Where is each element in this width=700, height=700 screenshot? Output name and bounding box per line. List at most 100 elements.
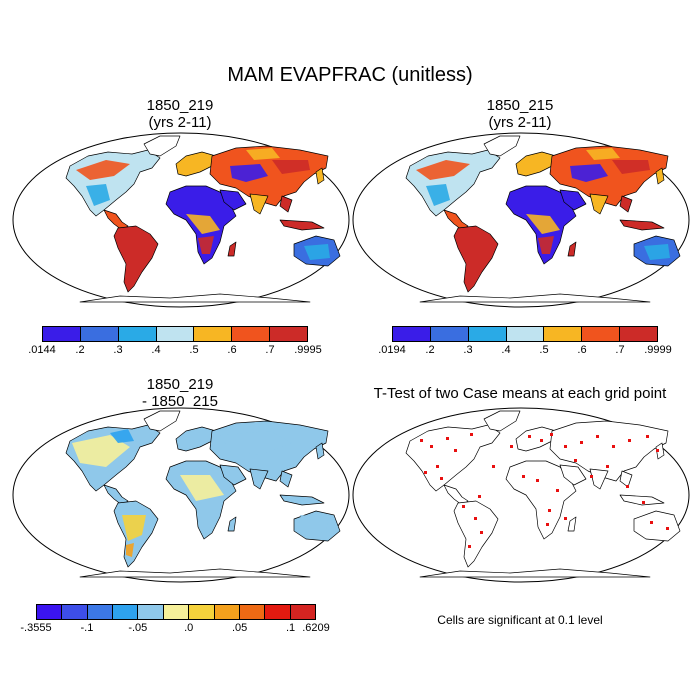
panel3-title: 1850_219 - 1850_215 xyxy=(80,376,280,410)
colorbar-label: .0194 xyxy=(378,344,406,356)
colorbar-label: .4 xyxy=(151,344,161,356)
colorbar-label: -.1 xyxy=(80,622,94,634)
significant-cell xyxy=(564,445,567,448)
colorbar-swatch xyxy=(118,327,157,341)
colorbar-swatch xyxy=(468,327,507,341)
field-patch xyxy=(612,160,650,174)
landmass-greenland xyxy=(483,135,521,157)
landmass-arabia xyxy=(219,464,247,486)
landmass-indonesia xyxy=(279,494,325,506)
landmass-antarctica xyxy=(79,568,311,578)
landmass-madagascar xyxy=(567,516,577,532)
significant-cell xyxy=(550,433,553,436)
landmass-indonesia xyxy=(279,219,325,231)
significant-cell xyxy=(462,505,465,508)
landmass-madagascar xyxy=(227,241,237,257)
figure-title: MAM EVAPFRAC (unitless) xyxy=(227,64,473,86)
colorbar-swatch xyxy=(163,605,190,619)
panel2-title-line2: (yrs 2-11) xyxy=(488,114,552,131)
colorbar-case1-bar xyxy=(42,326,308,342)
field-patch xyxy=(126,543,134,557)
colorbar-swatch xyxy=(87,605,114,619)
colorbar-swatch xyxy=(189,605,215,619)
field-patch xyxy=(586,148,620,160)
significant-cell xyxy=(470,433,473,436)
significant-cell xyxy=(528,435,531,438)
significant-cell xyxy=(446,437,449,440)
landmass-arabia xyxy=(559,189,587,211)
significant-cell xyxy=(596,435,599,438)
significant-cell xyxy=(548,509,551,512)
landmass-india xyxy=(589,468,609,490)
colorbar-label: .7 xyxy=(265,344,275,356)
landmass-india xyxy=(249,193,269,215)
colorbar-label: .3 xyxy=(113,344,123,356)
colorbar-label: .1 xyxy=(285,622,296,634)
significant-cell xyxy=(606,465,609,468)
colorbar-case1-labels: .0144 .2 .3 .4 .5 .6 .7 .9995 xyxy=(28,342,322,356)
landmass-antarctica xyxy=(419,568,651,578)
field-patch xyxy=(198,236,214,254)
landmass-india xyxy=(589,193,609,215)
significant-cell xyxy=(574,459,577,462)
panel2-title: 1850_215 (yrs 2-11) xyxy=(420,97,620,131)
panel1-title-line1: 1850_219 xyxy=(146,97,214,114)
colorbar-swatch xyxy=(430,327,469,341)
significant-cell xyxy=(436,465,439,468)
colorbar-swatch xyxy=(393,327,431,341)
significance-note: Cells are significant at 0.1 level xyxy=(437,613,603,627)
significant-cell xyxy=(546,523,549,526)
landmass-japan xyxy=(655,442,665,460)
colorbar-label: .2 xyxy=(75,344,85,356)
panel4-title: T-Test of two Case means at each grid po… xyxy=(340,385,700,402)
field-patch xyxy=(76,160,130,180)
landmass-asia xyxy=(549,420,669,482)
significant-cell xyxy=(424,471,427,474)
field-patch xyxy=(180,475,224,501)
landmass-japan xyxy=(315,167,325,185)
map-difference xyxy=(12,407,350,583)
colorbar-label: .2 xyxy=(425,344,435,356)
colorbar-label: .0 xyxy=(184,622,194,634)
landmass-indonesia xyxy=(619,219,665,231)
panel1-title-line2: (yrs 2-11) xyxy=(148,114,212,131)
field-patch xyxy=(86,184,110,206)
significant-cell xyxy=(440,477,443,480)
landmass-madagascar xyxy=(227,516,237,532)
landmass-india xyxy=(249,468,269,490)
panel3-title-line2: - 1850_215 xyxy=(142,393,218,410)
landmass-greenland xyxy=(483,410,521,432)
field-patch xyxy=(304,244,330,260)
landmass-arabia xyxy=(559,464,587,486)
colorbar-label: .3 xyxy=(463,344,473,356)
colorbar-swatch xyxy=(239,605,266,619)
colorbar-label: .7 xyxy=(615,344,625,356)
significant-cell xyxy=(454,449,457,452)
landmass-namerica xyxy=(405,424,501,492)
field-patch xyxy=(72,435,130,467)
landmass-japan xyxy=(655,167,665,185)
panel4-title-line1: T-Test of two Case means at each grid po… xyxy=(373,385,667,402)
colorbar-label: .6209 xyxy=(302,622,330,634)
colorbar-case2: .0194 .2 .3 .4 .5 .6 .7 .9999 xyxy=(378,326,672,356)
field-patch xyxy=(644,244,670,260)
significant-cell xyxy=(642,501,645,504)
colorbar-label: .6 xyxy=(227,344,237,356)
colorbar-label: .9995 xyxy=(294,344,322,356)
significant-cell xyxy=(430,445,433,448)
colorbar-label: .5 xyxy=(539,344,549,356)
colorbar-swatch xyxy=(270,327,308,341)
panel3-title-line1: 1850_219 xyxy=(146,376,214,393)
colorbar-swatch xyxy=(62,605,88,619)
field-patch xyxy=(416,160,470,180)
colorbar-swatch xyxy=(506,327,545,341)
colorbar-swatch xyxy=(37,605,63,619)
significant-cell xyxy=(510,445,513,448)
field-patch xyxy=(300,515,328,533)
field-patch xyxy=(570,164,608,182)
colorbar-swatch xyxy=(156,327,195,341)
panel2-title-line1: 1850_215 xyxy=(486,97,554,114)
significant-cell xyxy=(650,521,653,524)
landmass-samerica xyxy=(453,500,499,568)
field-patch xyxy=(186,214,220,234)
